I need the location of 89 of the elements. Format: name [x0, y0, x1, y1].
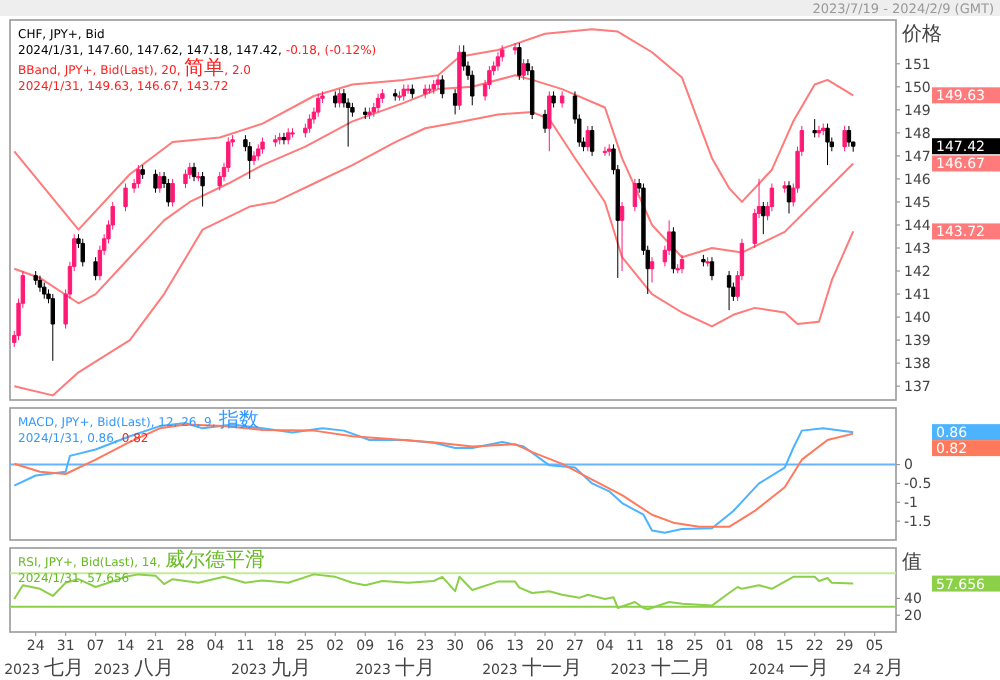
candlestick	[632, 178, 638, 212]
line-series	[13, 111, 855, 397]
candlestick	[196, 171, 201, 182]
candlestick	[679, 254, 685, 274]
candlestick	[461, 44, 466, 72]
candlestick	[315, 93, 321, 118]
candlestick	[786, 180, 792, 214]
candlestick	[277, 132, 282, 145]
candlestick	[260, 136, 265, 155]
candlestick	[281, 132, 287, 145]
candlestick	[675, 263, 680, 274]
candlestick	[812, 118, 817, 138]
candlestick	[290, 127, 295, 138]
candlestick	[846, 125, 852, 148]
candlestick	[547, 90, 552, 152]
candlestick	[247, 141, 252, 180]
candlestick	[170, 178, 175, 208]
candlestick	[761, 201, 766, 235]
candlestick	[80, 238, 85, 267]
candlestick	[726, 270, 732, 311]
candlestick	[123, 183, 128, 212]
y-axis-title: 价格	[900, 22, 942, 46]
candlestick	[512, 42, 518, 56]
candlestick	[769, 183, 775, 212]
candlestick	[371, 102, 377, 118]
candlestick	[93, 256, 98, 281]
candlestick	[452, 88, 458, 115]
candlestick	[256, 143, 261, 161]
candlestick	[363, 107, 368, 120]
candlestick	[671, 226, 676, 274]
candlestick	[529, 65, 535, 120]
candlestick	[607, 143, 612, 157]
candlestick	[551, 90, 556, 109]
candlestick	[401, 83, 406, 102]
candlestick	[191, 162, 197, 182]
line-series	[13, 74, 855, 305]
candlestick	[397, 90, 402, 102]
candlestick	[649, 256, 655, 284]
candlestick	[422, 83, 428, 99]
candlestick	[337, 88, 342, 109]
candlestick	[140, 164, 145, 180]
candlestick	[345, 97, 351, 148]
candlestick	[166, 178, 171, 208]
candlestick	[821, 123, 826, 136]
candlestick	[333, 90, 338, 109]
candlestick	[226, 136, 231, 173]
y-axis-title: 值	[902, 552, 922, 574]
candlestick	[585, 125, 591, 152]
candlestick	[37, 275, 43, 293]
candlestick	[435, 74, 441, 90]
candlestick	[842, 125, 847, 152]
candlestick	[705, 256, 710, 267]
candlestick	[153, 169, 158, 194]
candlestick	[457, 44, 462, 111]
candlestick	[183, 169, 188, 189]
candlestick	[50, 293, 55, 362]
candlestick	[405, 83, 411, 95]
candlestick	[286, 127, 291, 145]
candlestick	[709, 256, 715, 281]
candlestick	[440, 74, 445, 99]
candlestick	[701, 254, 706, 267]
candlestick	[825, 123, 830, 166]
candlestick	[410, 83, 415, 99]
candlestick	[200, 171, 205, 208]
candlestick	[393, 88, 398, 102]
candlestick	[431, 79, 436, 95]
candlestick	[380, 88, 385, 104]
line-series	[13, 28, 855, 231]
candlestick	[559, 90, 565, 109]
candlestick	[42, 282, 47, 300]
candlestick	[589, 125, 595, 157]
candlestick	[251, 150, 257, 166]
candlestick	[273, 134, 278, 148]
candlestick	[33, 270, 38, 286]
candlestick	[157, 171, 162, 194]
candlestick	[187, 162, 192, 180]
candlestick	[375, 93, 381, 113]
candlestick	[367, 107, 372, 120]
candlestick	[307, 113, 312, 134]
candlestick	[495, 51, 501, 72]
candlestick	[517, 42, 522, 81]
candlestick	[427, 83, 432, 95]
candlestick	[217, 171, 222, 191]
candlestick	[542, 109, 548, 134]
candlestick	[816, 125, 822, 138]
candlestick	[619, 201, 625, 272]
candlestick	[136, 164, 141, 189]
candlestick	[521, 58, 526, 81]
candlestick	[782, 180, 787, 194]
